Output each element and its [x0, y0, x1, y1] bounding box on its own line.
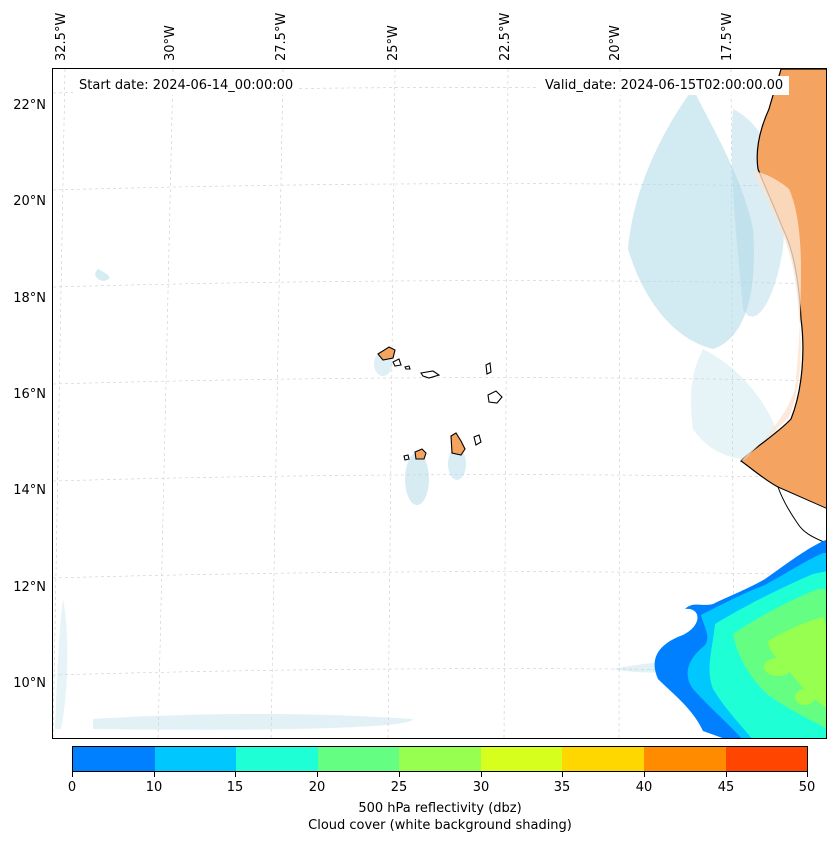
lat-label-22n: 22°N	[13, 98, 46, 113]
colorbar-segment-20-25	[317, 747, 400, 771]
colorbar-segment-45-50	[725, 747, 808, 771]
map-panel[interactable]	[52, 68, 827, 739]
cloud-cover	[55, 89, 784, 730]
colorbar-tick-mark	[644, 772, 645, 777]
reflectivity-field	[654, 539, 826, 738]
lat-label-18n: 18°N	[13, 291, 46, 306]
west-africa-land	[740, 69, 826, 514]
island-brava	[403, 454, 410, 461]
colorbar-segment-30-35	[480, 747, 563, 771]
island-maio	[473, 434, 482, 446]
lon-label-27-5w: 27.5°W	[274, 12, 289, 61]
colorbar-tick-45: 45	[717, 780, 735, 795]
lon-label-22-5w: 22.5°W	[498, 12, 513, 61]
colorbar-tick-25: 25	[390, 780, 408, 795]
colorbar-tick-mark	[399, 772, 400, 777]
island-boa-vista	[487, 390, 503, 404]
island-sao-nicolau	[420, 370, 441, 379]
colorbar-tick-0: 0	[67, 780, 77, 795]
colorbar-tick-mark	[154, 772, 155, 777]
lon-label-25w: 25°W	[386, 25, 401, 61]
colorbar-tick-mark	[807, 772, 808, 777]
island-fogo	[414, 448, 427, 460]
colorbar-segment-15-20	[236, 747, 318, 771]
lat-label-16n: 16°N	[13, 387, 46, 402]
lat-label-14n: 14°N	[13, 483, 46, 498]
colorbar-tick-30: 30	[472, 780, 490, 795]
colorbar-segment-35-40	[562, 747, 644, 771]
colorbar-tick-mark	[235, 772, 236, 777]
colorbar-subtitle: Cloud cover (white background shading)	[308, 818, 572, 833]
cape-verde-islands	[377, 346, 503, 461]
island-santa-luzia	[404, 365, 411, 370]
colorbar-tick-mark	[726, 772, 727, 777]
lon-label-17-5w: 17.5°W	[720, 12, 735, 61]
island-santo-antao	[377, 346, 396, 361]
colorbar-segment-0-10	[73, 747, 155, 771]
colorbar-segment-40-45	[643, 747, 726, 771]
colorbar-tick-10: 10	[145, 780, 163, 795]
island-santiago	[450, 432, 466, 456]
lat-label-12n: 12°N	[13, 580, 46, 595]
colorbar-segment-25-30	[399, 747, 481, 771]
lon-label-30w: 30°W	[163, 25, 178, 61]
colorbar-tick-50: 50	[798, 780, 816, 795]
lon-label-32-5w: 32.5°W	[54, 12, 69, 61]
colorbar-tick-mark	[562, 772, 563, 777]
lon-label-20w: 20°W	[608, 25, 623, 61]
reflectivity-25-30	[768, 617, 826, 708]
colorbar-tick-mark	[481, 772, 482, 777]
colorbar-tick-mark	[317, 772, 318, 777]
colorbar-segment-10-15	[154, 747, 237, 771]
lat-label-10n: 10°N	[13, 676, 46, 691]
colorbar-tick-15: 15	[226, 780, 244, 795]
island-sao-vicente	[392, 358, 402, 367]
start-date-label: Start date: 2024-06-14_00:00:00	[73, 76, 300, 95]
map-canvas	[53, 69, 826, 738]
colorbar-tick-35: 35	[553, 780, 571, 795]
colorbar-tick-40: 40	[635, 780, 653, 795]
island-sal	[485, 362, 492, 375]
valid-date-label: Valid_date: 2024-06-15T02:00:00.00	[539, 76, 790, 95]
colorbar-tick-mark	[72, 772, 73, 777]
colorbar-title: 500 hPa reflectivity (dbz)	[358, 801, 522, 816]
colorbar	[72, 746, 808, 772]
lat-label-20n: 20°N	[13, 194, 46, 209]
colorbar-tick-20: 20	[308, 780, 326, 795]
